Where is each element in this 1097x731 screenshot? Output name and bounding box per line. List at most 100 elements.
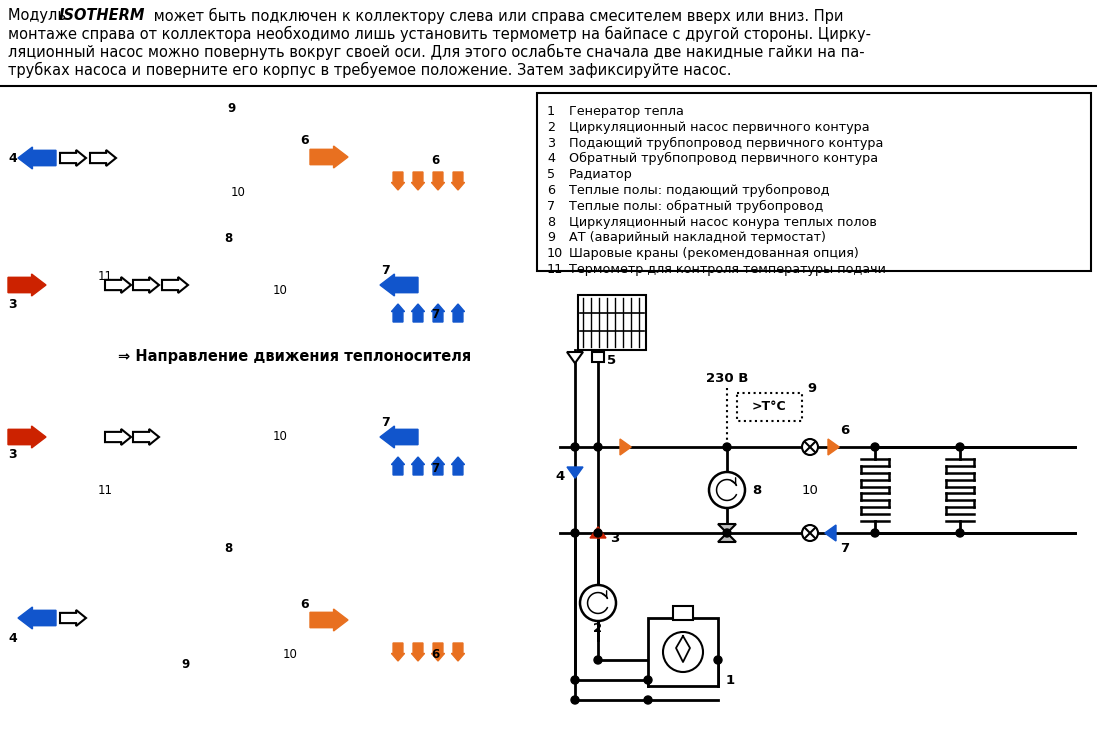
Polygon shape <box>431 457 444 475</box>
Text: 5: 5 <box>547 168 555 181</box>
Polygon shape <box>719 524 736 533</box>
Text: 10: 10 <box>230 186 246 199</box>
Polygon shape <box>133 429 159 445</box>
Text: 4: 4 <box>8 151 16 164</box>
Circle shape <box>572 443 579 451</box>
Polygon shape <box>431 643 444 661</box>
Text: 11: 11 <box>98 483 113 496</box>
Polygon shape <box>828 439 839 455</box>
Circle shape <box>709 472 745 508</box>
Circle shape <box>572 676 579 684</box>
Text: 9: 9 <box>807 382 816 395</box>
Text: ISOTHERM: ISOTHERM <box>59 8 146 23</box>
Text: 3: 3 <box>8 298 16 311</box>
Circle shape <box>955 443 964 451</box>
Text: 10: 10 <box>272 431 287 444</box>
Text: 6: 6 <box>301 134 309 146</box>
Text: 10: 10 <box>547 247 563 260</box>
Text: Циркуляционный насос конура теплых полов: Циркуляционный насос конура теплых полов <box>569 216 877 229</box>
Circle shape <box>580 585 617 621</box>
Text: 2: 2 <box>593 623 602 635</box>
Bar <box>578 295 646 350</box>
Text: 7: 7 <box>431 308 439 322</box>
Polygon shape <box>8 426 46 448</box>
Text: 8: 8 <box>753 483 761 496</box>
Polygon shape <box>310 609 348 631</box>
Circle shape <box>723 443 731 451</box>
Text: 230 В: 230 В <box>705 371 748 385</box>
Polygon shape <box>162 277 188 293</box>
Text: 1: 1 <box>726 675 735 687</box>
Polygon shape <box>90 150 116 166</box>
Text: 3: 3 <box>8 449 16 461</box>
Circle shape <box>955 529 964 537</box>
Polygon shape <box>825 525 836 541</box>
Circle shape <box>593 529 602 537</box>
Circle shape <box>714 656 722 664</box>
Text: Теплые полы: подающий трубопровод: Теплые полы: подающий трубопровод <box>569 184 829 197</box>
Text: 11: 11 <box>98 270 113 284</box>
Text: ляционный насос можно повернуть вокруг своей оси. Для этого ослабьте сначала две: ляционный насос можно повернуть вокруг с… <box>8 44 864 60</box>
Polygon shape <box>8 274 46 296</box>
Polygon shape <box>411 643 425 661</box>
Polygon shape <box>310 146 348 168</box>
Polygon shape <box>452 643 464 661</box>
Polygon shape <box>60 610 86 626</box>
Text: 10: 10 <box>283 648 297 662</box>
Polygon shape <box>380 426 418 448</box>
Polygon shape <box>105 429 131 445</box>
Polygon shape <box>392 304 405 322</box>
Text: 7: 7 <box>431 461 439 474</box>
Polygon shape <box>590 527 606 538</box>
Bar <box>737 393 802 421</box>
Circle shape <box>593 443 602 451</box>
Polygon shape <box>411 304 425 322</box>
Text: Обратный трубпопровод первичного контура: Обратный трубпопровод первичного контура <box>569 152 878 165</box>
Text: Модуль: Модуль <box>8 8 70 23</box>
Bar <box>592 352 604 362</box>
Polygon shape <box>392 643 405 661</box>
Text: Теплые полы: обратный трубопровод: Теплые полы: обратный трубопровод <box>569 200 823 213</box>
Polygon shape <box>452 304 464 322</box>
Text: >T°C: >T°C <box>751 401 787 414</box>
Text: 3: 3 <box>547 137 555 150</box>
Text: 4: 4 <box>555 471 565 483</box>
Circle shape <box>644 696 652 704</box>
Circle shape <box>663 632 703 672</box>
Text: трубках насоса и поверните его корпус в требуемое положение. Затем зафиксируйте : трубках насоса и поверните его корпус в … <box>8 62 732 78</box>
Polygon shape <box>392 457 405 475</box>
Text: 6: 6 <box>840 425 849 437</box>
Circle shape <box>802 525 818 541</box>
Circle shape <box>644 676 652 684</box>
Text: 11: 11 <box>547 263 563 276</box>
Circle shape <box>572 696 579 704</box>
Polygon shape <box>105 277 131 293</box>
Polygon shape <box>60 150 86 166</box>
Text: АТ (аварийный накладной термостат): АТ (аварийный накладной термостат) <box>569 232 826 244</box>
Circle shape <box>593 656 602 664</box>
Text: 3: 3 <box>610 531 619 545</box>
Text: 2: 2 <box>547 121 555 134</box>
Text: 10: 10 <box>272 284 287 297</box>
Text: 6: 6 <box>301 599 309 612</box>
Text: ⇒ Направление движения теплоносителя: ⇒ Направление движения теплоносителя <box>118 349 472 365</box>
Text: Подающий трубпопровод первичного контура: Подающий трубпопровод первичного контура <box>569 137 883 150</box>
Bar <box>538 93 1092 271</box>
Text: 9: 9 <box>547 232 555 244</box>
Polygon shape <box>567 467 583 478</box>
Polygon shape <box>133 277 159 293</box>
Text: 10: 10 <box>802 483 818 496</box>
Text: Генератор тепла: Генератор тепла <box>569 105 683 118</box>
Polygon shape <box>452 457 464 475</box>
Polygon shape <box>452 172 464 190</box>
Polygon shape <box>411 457 425 475</box>
Circle shape <box>802 439 818 455</box>
Polygon shape <box>411 172 425 190</box>
Polygon shape <box>620 439 631 455</box>
Text: 7: 7 <box>840 542 849 556</box>
Circle shape <box>871 443 879 451</box>
Text: 8: 8 <box>224 542 233 555</box>
Text: монтаже справа от коллектора необходимо лишь установить термометр на байпасе с д: монтаже справа от коллектора необходимо … <box>8 26 871 42</box>
Text: 4: 4 <box>8 632 16 645</box>
Text: 7: 7 <box>547 200 555 213</box>
